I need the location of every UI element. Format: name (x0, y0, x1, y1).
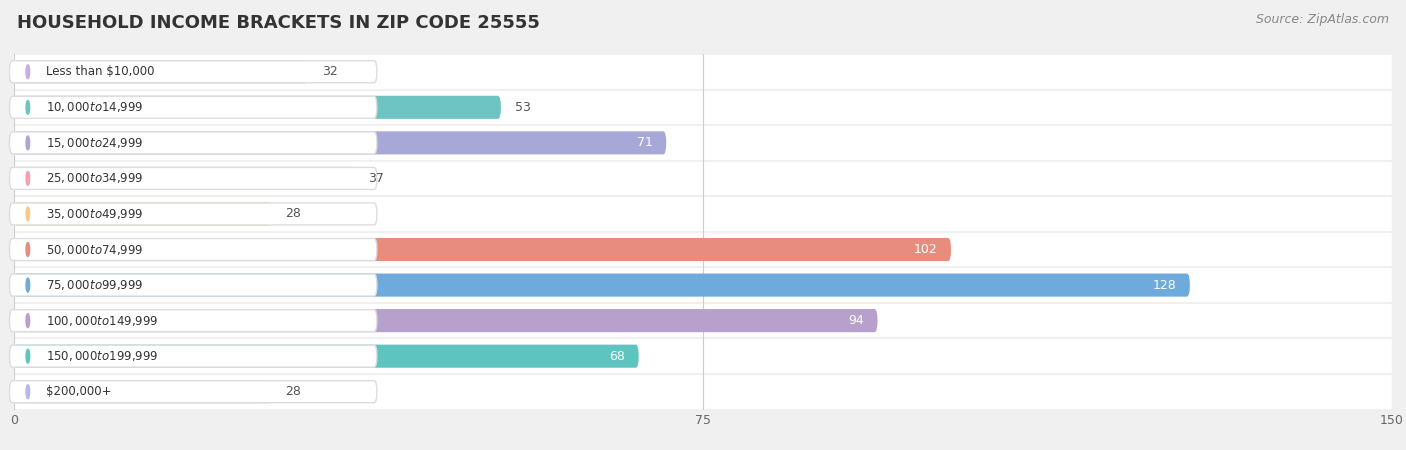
Text: 94: 94 (848, 314, 863, 327)
FancyBboxPatch shape (14, 345, 638, 368)
FancyBboxPatch shape (10, 238, 377, 261)
Text: 102: 102 (914, 243, 938, 256)
Circle shape (27, 243, 30, 256)
Text: $200,000+: $200,000+ (46, 385, 111, 398)
Text: 32: 32 (322, 65, 337, 78)
Bar (14, 161, 1392, 196)
FancyBboxPatch shape (10, 132, 377, 154)
FancyBboxPatch shape (14, 96, 501, 119)
FancyBboxPatch shape (10, 167, 377, 189)
FancyBboxPatch shape (10, 96, 377, 118)
FancyBboxPatch shape (14, 167, 354, 190)
FancyBboxPatch shape (14, 202, 271, 225)
Circle shape (27, 385, 30, 399)
Bar (14, 303, 1392, 338)
Text: $100,000 to $149,999: $100,000 to $149,999 (46, 314, 159, 328)
Circle shape (27, 207, 30, 221)
Text: 53: 53 (515, 101, 530, 114)
Text: Source: ZipAtlas.com: Source: ZipAtlas.com (1256, 14, 1389, 27)
Text: $25,000 to $34,999: $25,000 to $34,999 (46, 171, 143, 185)
Bar (14, 125, 1392, 161)
Text: $150,000 to $199,999: $150,000 to $199,999 (46, 349, 159, 363)
Bar (14, 267, 1392, 303)
Circle shape (27, 65, 30, 79)
FancyBboxPatch shape (10, 345, 377, 367)
Bar (14, 54, 1392, 90)
FancyBboxPatch shape (10, 310, 377, 332)
Text: $10,000 to $14,999: $10,000 to $14,999 (46, 100, 143, 114)
FancyBboxPatch shape (14, 309, 877, 332)
Text: 37: 37 (368, 172, 384, 185)
Bar (14, 338, 1392, 374)
Bar (14, 196, 1392, 232)
FancyBboxPatch shape (14, 274, 1189, 297)
Text: HOUSEHOLD INCOME BRACKETS IN ZIP CODE 25555: HOUSEHOLD INCOME BRACKETS IN ZIP CODE 25… (17, 14, 540, 32)
Bar (14, 232, 1392, 267)
Circle shape (27, 349, 30, 363)
FancyBboxPatch shape (14, 380, 271, 403)
Text: 28: 28 (285, 207, 301, 220)
Circle shape (27, 171, 30, 185)
Text: 128: 128 (1153, 279, 1175, 292)
Text: Less than $10,000: Less than $10,000 (46, 65, 155, 78)
Text: $50,000 to $74,999: $50,000 to $74,999 (46, 243, 143, 256)
Bar (14, 374, 1392, 410)
Circle shape (27, 314, 30, 328)
Text: 71: 71 (637, 136, 652, 149)
Circle shape (27, 136, 30, 150)
FancyBboxPatch shape (10, 274, 377, 296)
FancyBboxPatch shape (14, 60, 308, 83)
FancyBboxPatch shape (10, 61, 377, 83)
Text: 28: 28 (285, 385, 301, 398)
Text: 68: 68 (609, 350, 624, 363)
Text: $75,000 to $99,999: $75,000 to $99,999 (46, 278, 143, 292)
Text: $35,000 to $49,999: $35,000 to $49,999 (46, 207, 143, 221)
Bar (14, 90, 1392, 125)
FancyBboxPatch shape (14, 238, 950, 261)
Circle shape (27, 100, 30, 114)
FancyBboxPatch shape (10, 203, 377, 225)
FancyBboxPatch shape (14, 131, 666, 154)
Text: $15,000 to $24,999: $15,000 to $24,999 (46, 136, 143, 150)
Circle shape (27, 278, 30, 292)
FancyBboxPatch shape (10, 381, 377, 403)
